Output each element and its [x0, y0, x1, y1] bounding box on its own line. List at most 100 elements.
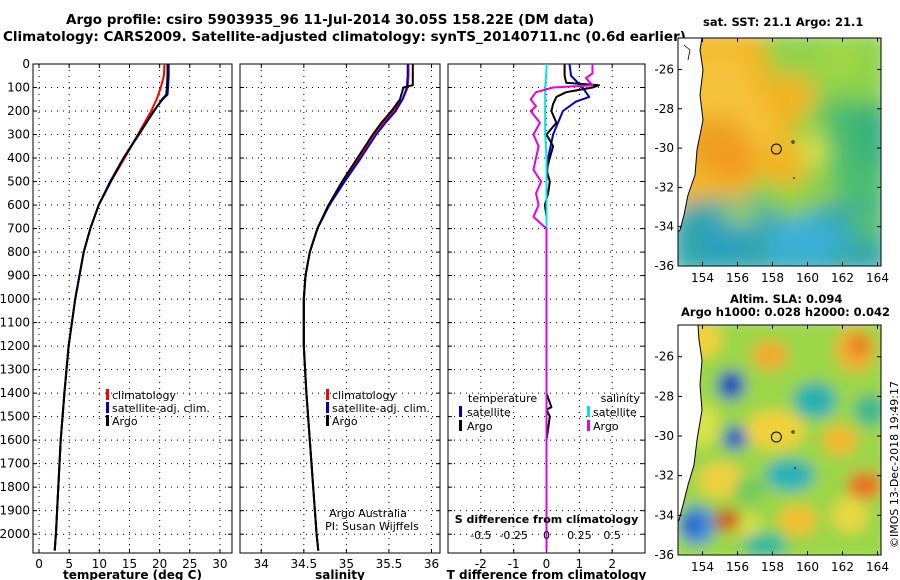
legend-title-salinity: salinity	[601, 392, 641, 405]
map-lat-label: -28	[654, 102, 674, 116]
map-lon-label: 156	[726, 271, 749, 285]
map-lon-label: 154	[691, 560, 714, 574]
sst-float-marker[interactable]	[770, 143, 782, 155]
x-tick-label: 30	[212, 557, 227, 571]
map-lat-label: -26	[654, 62, 674, 76]
legend-swatch	[459, 406, 462, 417]
sla-float-marker[interactable]	[770, 431, 782, 443]
legend-label: Argo	[467, 420, 493, 433]
x-tick-label: 5	[65, 557, 73, 571]
y-tick-label: 1200	[0, 339, 30, 353]
map-lon-label: 158	[761, 560, 784, 574]
sst-axes: 154 156 158 160 162 164 -26 -28 -30 -32 -34 -36	[654, 38, 889, 285]
sla-map[interactable]: 154 156 158 160 162 164 -26 -28 -30 -32 -34 -36	[654, 318, 890, 574]
legend-label: climatology	[112, 389, 176, 402]
map-lat-label: -30	[654, 429, 674, 443]
map-lat-label: -34	[654, 220, 674, 234]
y-tick-label: 2000	[0, 527, 30, 541]
map-lon-label: 156	[726, 560, 749, 574]
y-tick-label: 1400	[0, 386, 30, 400]
y-tick-label: 1600	[0, 433, 30, 447]
x-tick-label: 36	[424, 557, 439, 571]
sst-map[interactable]: 154 156 158 160 162 164 -26 -28 -30 -32 -34 -36	[654, 30, 890, 285]
y-tick-label: 600	[7, 198, 30, 212]
y-tick-label: 1700	[0, 457, 30, 471]
y-tick-label: 100	[7, 81, 30, 95]
series-argo	[302, 64, 414, 551]
x-axis-label: T difference from climatology	[447, 568, 647, 580]
y-tick-label: 700	[7, 222, 30, 236]
x-tick-label: 2	[608, 557, 616, 571]
legend-label: Argo	[112, 415, 138, 428]
y-tick-label: 1500	[0, 410, 30, 424]
y-tick-label: 300	[7, 128, 30, 142]
x-axis-label-salinity: S difference from climatology	[455, 513, 639, 526]
map-lat-label: -28	[654, 389, 674, 403]
sla-map-title-line1: Altim. SLA: 0.094	[730, 292, 843, 306]
y-tick-label: 0	[22, 57, 30, 71]
x-tick-label: 0	[35, 557, 43, 571]
map-lat-label: -32	[654, 469, 674, 483]
panel-temperature-profile: 0100200300400500600700800900100011001200…	[0, 57, 233, 580]
sla-map-title-line2: Argo h1000: 0.028 h2000: 0.042	[681, 305, 891, 319]
map-lon-label: 162	[831, 271, 854, 285]
panel-salinity-profile: 34 34.5 35 35.5 36 salinity climatologysatelli…	[239, 63, 441, 580]
y-tick-label: 400	[7, 151, 30, 165]
plot-title-line1: Argo profile: csiro 5903935_96 11-Jul-20…	[66, 12, 595, 28]
legend-swatch	[106, 415, 109, 426]
x-tick-label-salinity: 0.25	[567, 529, 592, 542]
y-tick-label: 900	[7, 269, 30, 283]
x-tick-label: 35	[339, 557, 354, 571]
annotation-argo-australia: Argo Australia	[329, 507, 407, 520]
x-tick-label-salinity: -0.5	[470, 529, 491, 542]
imos-timestamp: ©IMOS 13-Dec-2018 19:49:17	[888, 381, 900, 548]
legend-swatch	[459, 420, 462, 431]
x-tick-label: 1	[576, 557, 584, 571]
x-tick-label-salinity: -0.25	[499, 529, 527, 542]
series-argo	[53, 64, 169, 551]
y-tick-label: 200	[7, 104, 30, 118]
legend-label: satellite	[467, 406, 511, 419]
y-tick-label: 1300	[0, 363, 30, 377]
map-lat-label: -36	[654, 259, 674, 273]
map-lat-label: -32	[654, 180, 674, 194]
x-tick-label: -2	[475, 557, 487, 571]
map-lon-label: 162	[831, 560, 854, 574]
x-tick-label: 34	[254, 557, 269, 571]
legend-label: satellite	[593, 406, 637, 419]
legend-swatch	[587, 406, 590, 417]
map-lat-label: -30	[654, 141, 674, 155]
map-lon-label: 154	[691, 271, 714, 285]
x-tick-label: 15	[122, 557, 137, 571]
legend-swatch	[587, 420, 590, 431]
y-tick-label: 1100	[0, 316, 30, 330]
x-tick-label: 34.5	[290, 557, 317, 571]
y-tick-label: 500	[7, 175, 30, 189]
map-lon-label: 160	[796, 560, 819, 574]
legend-label: satellite-adj. clim.	[332, 402, 430, 415]
legend-swatch	[326, 402, 329, 413]
legend-label: satellite-adj. clim.	[112, 402, 210, 415]
map-lat-label: -36	[654, 548, 674, 562]
x-tick-label: 10	[92, 557, 107, 571]
y-tick-label: 800	[7, 245, 30, 259]
x-axis-label: temperature (deg C)	[63, 568, 202, 580]
x-tick-label-salinity: 0	[543, 529, 550, 542]
x-axis-label: salinity	[315, 568, 365, 580]
series-s-argo	[529, 64, 594, 551]
legend-label: Argo	[593, 420, 619, 433]
y-tick-label: 1800	[0, 480, 30, 494]
map-lon-label: 160	[796, 271, 819, 285]
annotation-pi: PI: Susan Wijffels	[325, 520, 419, 533]
legend-label: climatology	[332, 389, 396, 402]
map-lon-label: 164	[866, 560, 889, 574]
x-tick-label: -1	[508, 557, 520, 571]
plot-frame	[239, 63, 441, 554]
legend-swatch	[326, 415, 329, 426]
legend-swatch	[326, 389, 329, 400]
y-tick-label: 1000	[0, 292, 30, 306]
map-lat-label: -26	[654, 350, 674, 364]
sla-axes: 154 156 158 160 162 164 -26 -28 -30 -32 -34 -36	[654, 325, 889, 574]
x-tick-label-salinity: 0.5	[603, 529, 621, 542]
